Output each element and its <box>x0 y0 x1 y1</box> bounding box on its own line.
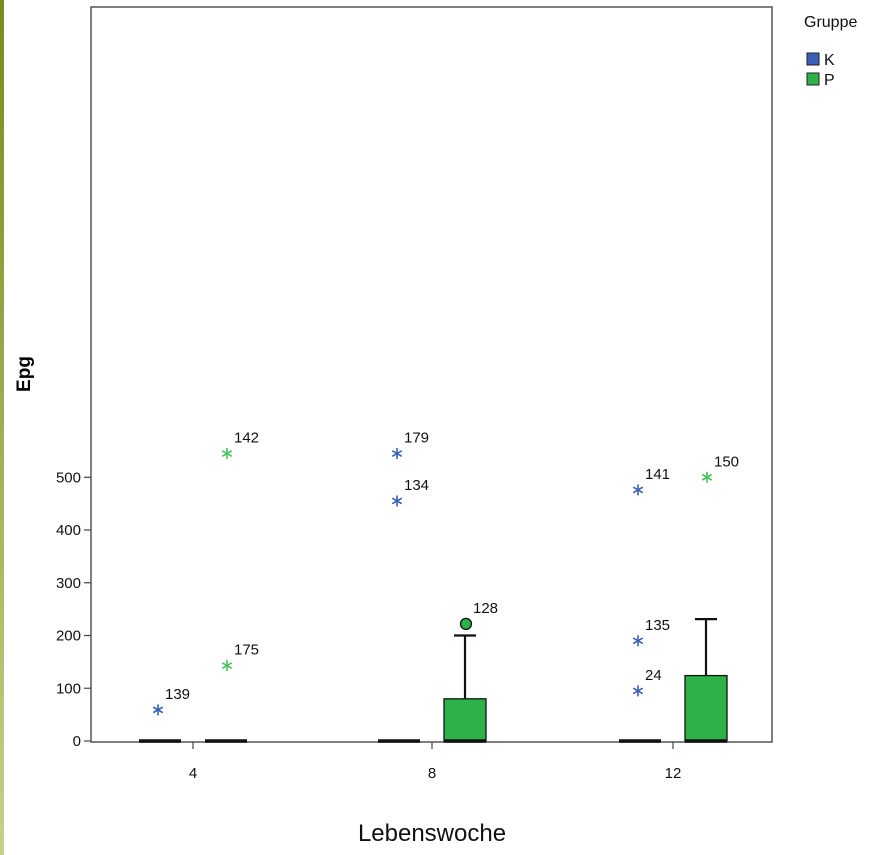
extreme-star-marker <box>632 484 644 496</box>
y-tick-label: 100 <box>56 680 81 697</box>
box-body <box>443 698 487 742</box>
y-tick-label: 200 <box>56 628 81 645</box>
extreme-star-marker <box>391 495 403 507</box>
y-tick-label: 500 <box>56 469 81 486</box>
star-stroke <box>701 473 713 481</box>
outlier-case-label: 141 <box>645 466 670 483</box>
star-stroke <box>632 687 644 695</box>
outlier-case-label: 139 <box>165 686 190 703</box>
y-axis-title: Epg <box>14 356 35 392</box>
outlier-case-label: 134 <box>404 477 429 494</box>
outlier-case-label: 142 <box>234 430 259 447</box>
extreme-star-marker <box>701 471 713 483</box>
star-stroke <box>391 497 403 505</box>
outlier-group: 139 134 179 24 135 141 175 142 128 150 <box>152 430 739 716</box>
extreme-star-marker <box>391 448 403 460</box>
box-group <box>139 618 728 743</box>
x-tick-label: 8 <box>428 765 436 782</box>
x-tick-label: 4 <box>189 765 197 782</box>
outlier-case-label: 150 <box>714 453 739 470</box>
outlier-case-label: 135 <box>645 617 670 634</box>
legend-label-k: K <box>824 52 835 69</box>
extreme-star-marker <box>152 704 164 716</box>
extreme-star-marker <box>221 448 233 460</box>
x-axis-title: Lebenswoche <box>358 820 506 847</box>
legend: Gruppe K P <box>804 14 857 89</box>
outlier-case-label: 128 <box>473 600 498 617</box>
extreme-star-marker <box>632 685 644 697</box>
outlier-case-label: 24 <box>645 667 662 684</box>
star-stroke <box>632 637 644 645</box>
x-tick-label: 12 <box>665 765 682 782</box>
outlier-case-label: 179 <box>404 430 429 447</box>
extreme-star-marker <box>632 635 644 647</box>
star-stroke <box>221 662 233 670</box>
x-axis: 4 8 12 <box>189 742 682 782</box>
y-tick-label: 400 <box>56 522 81 539</box>
plot-area <box>90 6 773 743</box>
star-stroke <box>391 450 403 457</box>
y-axis: 0 100 200 300 400 500 <box>56 469 91 750</box>
y-tick-label: 300 <box>56 575 81 592</box>
star-stroke <box>152 706 164 714</box>
outlier-circle-marker <box>459 617 473 631</box>
outlier-case-label: 175 <box>234 642 259 659</box>
legend-title: Gruppe <box>804 14 857 31</box>
star-stroke <box>632 486 644 494</box>
legend-swatch-p <box>806 72 820 86</box>
box-body <box>684 674 728 742</box>
star-stroke <box>221 450 233 457</box>
box-p-week-8 <box>443 634 487 743</box>
extreme-star-marker <box>221 660 233 672</box>
box-p-week-12 <box>684 618 728 743</box>
y-tick-label: 0 <box>73 733 81 750</box>
left-edge-stripe <box>0 0 4 855</box>
legend-swatch-k <box>806 52 820 66</box>
legend-label-p: P <box>824 72 835 89</box>
